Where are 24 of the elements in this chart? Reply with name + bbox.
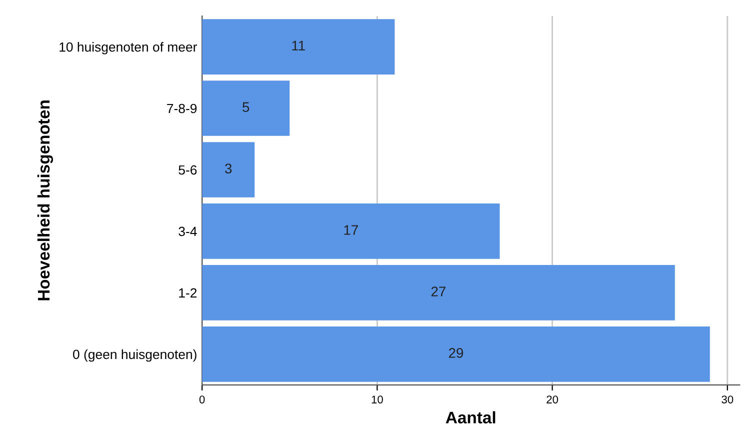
y-tick-label: 10 huisgenoten of meer xyxy=(60,42,198,54)
x-axis-title: Aantal xyxy=(446,411,496,424)
x-tick-label: 10 xyxy=(372,396,383,404)
bar xyxy=(202,142,255,198)
data-label: 17 xyxy=(344,225,358,235)
bar xyxy=(202,204,500,259)
y-axis-title: Hoeveelheid huisgenoten xyxy=(37,100,54,300)
data-label: 27 xyxy=(431,286,446,296)
data-label: 11 xyxy=(292,40,305,50)
bar xyxy=(202,326,710,382)
x-tick-label: 30 xyxy=(722,396,734,404)
bar xyxy=(202,80,290,136)
bar xyxy=(202,265,675,320)
bar xyxy=(202,19,395,74)
data-label: 3 xyxy=(225,164,232,174)
y-tick-label: 3-4 xyxy=(178,226,197,236)
data-label: 5 xyxy=(242,102,250,112)
y-tick-label: 1-2 xyxy=(179,288,197,298)
data-label: 29 xyxy=(448,348,464,358)
x-tick-label: 0 xyxy=(199,396,205,404)
y-tick-label: 5-6 xyxy=(178,165,197,175)
y-tick-label: 7-8-9 xyxy=(167,104,197,114)
x-tick-label: 20 xyxy=(546,396,558,404)
y-tick-label: 0 (geen huisgenoten) xyxy=(73,349,196,362)
